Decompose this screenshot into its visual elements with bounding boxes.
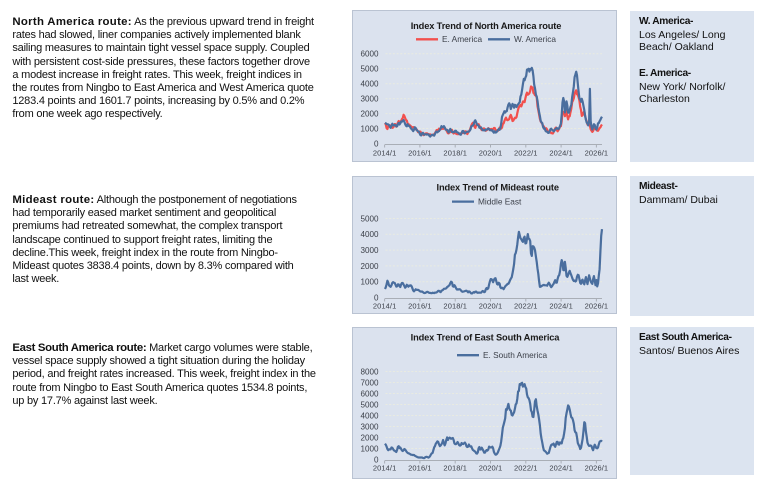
svg-text:2016/1: 2016/1	[408, 302, 432, 311]
svg-text:2026/1: 2026/1	[585, 149, 609, 158]
svg-text:3000: 3000	[360, 95, 379, 104]
svg-text:0: 0	[374, 293, 379, 302]
svg-text:2020/1: 2020/1	[479, 302, 503, 311]
svg-text:E. South America: E. South America	[483, 350, 547, 360]
svg-text:2024/1: 2024/1	[549, 464, 573, 473]
svg-text:2024/1: 2024/1	[549, 149, 573, 158]
svg-text:2000: 2000	[360, 110, 379, 119]
svg-text:2024/1: 2024/1	[549, 302, 573, 311]
svg-text:Middle East: Middle East	[478, 196, 522, 206]
svg-text:8000: 8000	[360, 367, 379, 376]
svg-text:W. America: W. America	[514, 34, 556, 44]
svg-text:2000: 2000	[360, 262, 379, 271]
svg-text:6000: 6000	[360, 50, 379, 59]
svg-text:1000: 1000	[360, 278, 379, 287]
svg-text:4000: 4000	[360, 80, 379, 89]
svg-text:2014/1: 2014/1	[373, 302, 397, 311]
svg-text:2014/1: 2014/1	[373, 464, 397, 473]
svg-text:2026/1: 2026/1	[585, 302, 609, 311]
svg-text:5000: 5000	[360, 214, 379, 223]
svg-text:3000: 3000	[360, 422, 379, 431]
svg-text:7000: 7000	[360, 378, 379, 387]
svg-text:1000: 1000	[360, 444, 379, 453]
svg-text:2014/1: 2014/1	[373, 149, 397, 158]
svg-text:2016/1: 2016/1	[408, 464, 432, 473]
svg-text:0: 0	[374, 455, 379, 464]
svg-text:2018/1: 2018/1	[443, 464, 467, 473]
svg-text:Index Trend of East South Amer: Index Trend of East South America	[411, 333, 561, 343]
svg-text:2000: 2000	[360, 433, 379, 442]
svg-text:2022/1: 2022/1	[514, 464, 538, 473]
svg-text:Index Trend of North America r: Index Trend of North America route	[411, 21, 562, 31]
svg-text:2016/1: 2016/1	[408, 149, 432, 158]
svg-text:2022/1: 2022/1	[514, 302, 538, 311]
svg-text:4000: 4000	[360, 411, 379, 420]
svg-text:5000: 5000	[360, 400, 379, 409]
svg-text:2020/1: 2020/1	[479, 149, 503, 158]
svg-text:0: 0	[374, 139, 379, 148]
svg-text:2020/1: 2020/1	[479, 464, 503, 473]
svg-text:2018/1: 2018/1	[443, 302, 467, 311]
svg-text:3000: 3000	[360, 246, 379, 255]
svg-text:2022/1: 2022/1	[514, 149, 538, 158]
svg-text:4000: 4000	[360, 230, 379, 239]
svg-text:Index Trend of Mideast route: Index Trend of Mideast route	[437, 182, 559, 192]
svg-text:2018/1: 2018/1	[443, 149, 467, 158]
svg-text:6000: 6000	[360, 389, 379, 398]
svg-text:E. America: E. America	[442, 34, 483, 44]
svg-text:1000: 1000	[360, 125, 379, 134]
svg-text:5000: 5000	[360, 65, 379, 74]
svg-text:2026/1: 2026/1	[585, 464, 609, 473]
